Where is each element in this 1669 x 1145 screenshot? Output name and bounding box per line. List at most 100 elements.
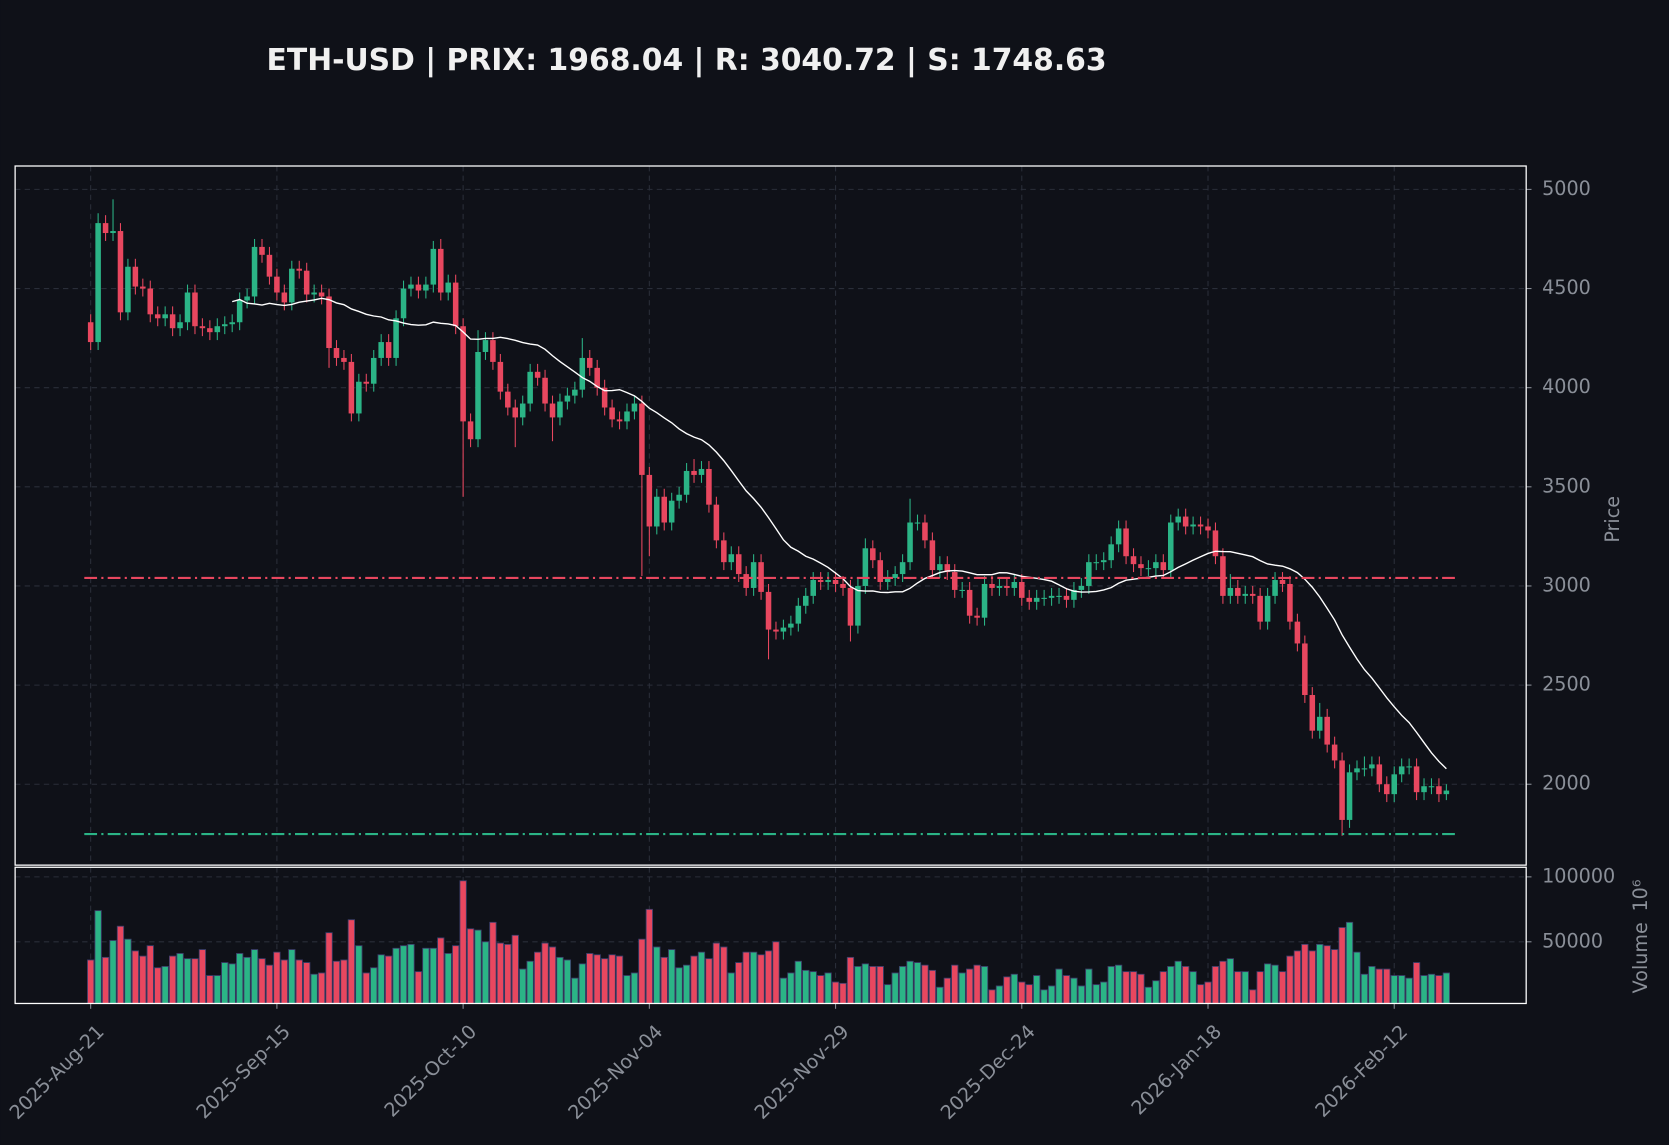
- candle-body: [1309, 695, 1316, 731]
- volume-bar: [764, 950, 773, 1004]
- candle-body: [110, 231, 116, 234]
- candle-body: [207, 328, 213, 333]
- candle-body: [385, 342, 392, 358]
- volume-bar: [735, 962, 743, 1004]
- volume-bar: [906, 960, 914, 1004]
- candle-body: [490, 340, 496, 362]
- candle-body: [1145, 568, 1152, 570]
- volume-bar: [839, 982, 847, 1004]
- volume-bar: [131, 950, 139, 1004]
- volume-tick-label: 100000: [1542, 864, 1615, 887]
- candle-body: [1019, 581, 1025, 598]
- candle-body: [631, 403, 638, 412]
- volume-bar: [682, 964, 691, 1004]
- volume-tick-label: 50000: [1542, 929, 1603, 952]
- candle-body: [333, 348, 340, 358]
- candle-body: [1212, 530, 1219, 557]
- candle-body: [788, 623, 794, 628]
- volume-bar: [161, 966, 169, 1004]
- volume-bar: [1263, 963, 1272, 1004]
- volume-bar: [452, 945, 460, 1004]
- candle-body: [594, 367, 600, 388]
- volume-bar: [578, 963, 586, 1004]
- candle-body: [616, 419, 623, 422]
- candle-body: [318, 292, 325, 297]
- volume-bar: [243, 956, 251, 1004]
- volume-bar: [1196, 984, 1205, 1004]
- candle-body: [1123, 528, 1129, 557]
- candle-body: [817, 580, 824, 582]
- volume-bar: [213, 975, 221, 1004]
- candle-body: [542, 377, 548, 404]
- candle-body: [289, 268, 295, 303]
- candle-body: [1182, 516, 1189, 527]
- volume-bar: [891, 972, 899, 1004]
- candle-body: [199, 326, 206, 329]
- volume-bar: [958, 972, 966, 1004]
- candle-body: [393, 318, 399, 358]
- candle-body: [586, 357, 593, 368]
- volume-bar: [936, 986, 944, 1004]
- candle-body: [698, 468, 705, 475]
- candle-body: [870, 548, 876, 561]
- candle-body: [251, 246, 258, 297]
- volume-bar: [1040, 989, 1048, 1004]
- volume-bar: [1271, 964, 1279, 1004]
- y-tick-label: 3500: [1542, 474, 1591, 497]
- candle-body: [654, 496, 660, 527]
- candle-body: [847, 587, 854, 626]
- volume-bar: [317, 972, 326, 1004]
- volume-bar: [1077, 985, 1085, 1004]
- candle-body: [356, 381, 362, 414]
- candle-body: [572, 389, 578, 396]
- candle-body: [363, 381, 370, 384]
- candle-body: [639, 403, 645, 475]
- volume-bar: [1010, 973, 1018, 1004]
- candle-body: [460, 326, 466, 422]
- volume-bar: [712, 942, 720, 1004]
- volume-bar: [1331, 949, 1339, 1004]
- candle-body: [184, 292, 191, 323]
- volume-bar: [511, 934, 519, 1004]
- volume-bar: [332, 960, 341, 1004]
- volume-bar: [1301, 943, 1309, 1004]
- candle-body: [400, 288, 407, 319]
- volume-bar: [146, 945, 154, 1004]
- candle-body: [1086, 562, 1092, 586]
- volume-bar: [347, 919, 356, 1004]
- candle-body: [1428, 786, 1435, 788]
- volume-bar: [757, 954, 765, 1004]
- volume-bar: [399, 945, 408, 1004]
- volume-bar: [921, 964, 929, 1004]
- candle-body: [512, 407, 519, 418]
- volume-bar: [809, 971, 817, 1004]
- volume-bar: [101, 956, 110, 1004]
- candle-body: [1443, 790, 1450, 795]
- candle-body: [877, 560, 884, 582]
- volume-bar: [615, 955, 624, 1004]
- volume-bar: [943, 977, 951, 1004]
- candle-body: [1384, 784, 1390, 795]
- volume-bar: [1360, 973, 1369, 1004]
- candle-body: [527, 371, 533, 404]
- candle-body: [154, 314, 161, 319]
- volume-bar: [87, 959, 95, 1004]
- candle-body: [914, 522, 921, 524]
- volume-bar: [1226, 958, 1234, 1004]
- candle-body: [1302, 643, 1308, 696]
- volume-bar: [1047, 985, 1056, 1004]
- volume-bar: [898, 966, 907, 1004]
- candle-body: [229, 322, 235, 325]
- volume-bar: [645, 908, 653, 1004]
- volume-bar: [1383, 968, 1391, 1004]
- candle-body: [221, 324, 228, 327]
- y-axis-label: Price: [1601, 496, 1624, 543]
- volume-bar: [1100, 981, 1108, 1004]
- volume-bar: [787, 972, 795, 1004]
- candle-body: [683, 470, 690, 495]
- volume-bar: [310, 973, 318, 1004]
- volume-bar: [593, 954, 601, 1004]
- candle-body: [966, 589, 973, 616]
- candle-body: [706, 468, 712, 505]
